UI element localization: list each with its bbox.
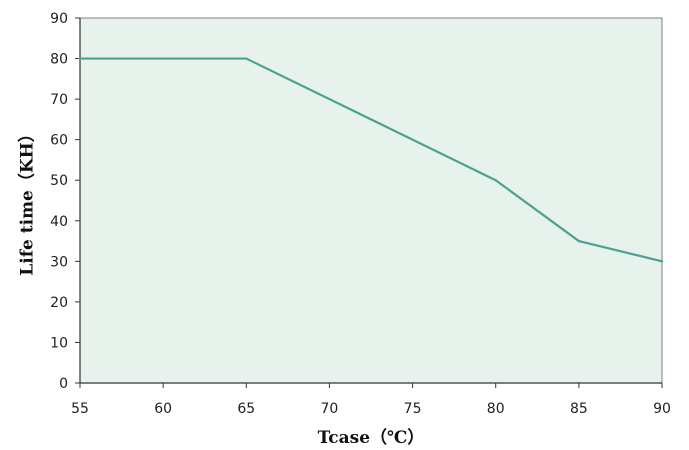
y-tick-label: 30 (50, 254, 68, 270)
y-tick-label: 50 (50, 173, 68, 189)
x-tick-label: 70 (321, 401, 339, 417)
x-tick-label: 65 (237, 401, 255, 417)
data-point (245, 57, 248, 60)
y-axis-title: Life time（KH） (17, 125, 38, 275)
y-tick-label: 90 (50, 11, 68, 27)
y-axis-ticks: 0 10 20 30 40 50 60 70 80 90 (50, 11, 80, 392)
plot-area (79, 17, 663, 384)
data-point (78, 57, 82, 60)
y-tick-label: 20 (50, 295, 68, 311)
y-tick-label: 0 (59, 376, 68, 392)
x-tick-label: 90 (653, 401, 671, 417)
x-tick-label: 80 (487, 401, 505, 417)
y-tick-label: 60 (50, 133, 68, 149)
x-tick-label: 55 (71, 401, 89, 417)
y-tick-label: 80 (50, 52, 68, 68)
x-axis-ticks: 55 60 65 70 75 80 85 90 (71, 383, 671, 417)
x-axis-title: Tcase（℃） (318, 427, 425, 448)
data-point (660, 260, 664, 263)
data-point (494, 179, 497, 182)
data-point (577, 239, 581, 243)
y-tick-label: 10 (50, 335, 68, 351)
x-tick-label: 60 (154, 401, 172, 417)
x-tick-label: 75 (404, 401, 422, 417)
y-tick-label: 70 (50, 92, 68, 108)
series-group (78, 57, 664, 263)
x-tick-label: 85 (570, 401, 588, 417)
y-tick-label: 40 (50, 214, 68, 230)
